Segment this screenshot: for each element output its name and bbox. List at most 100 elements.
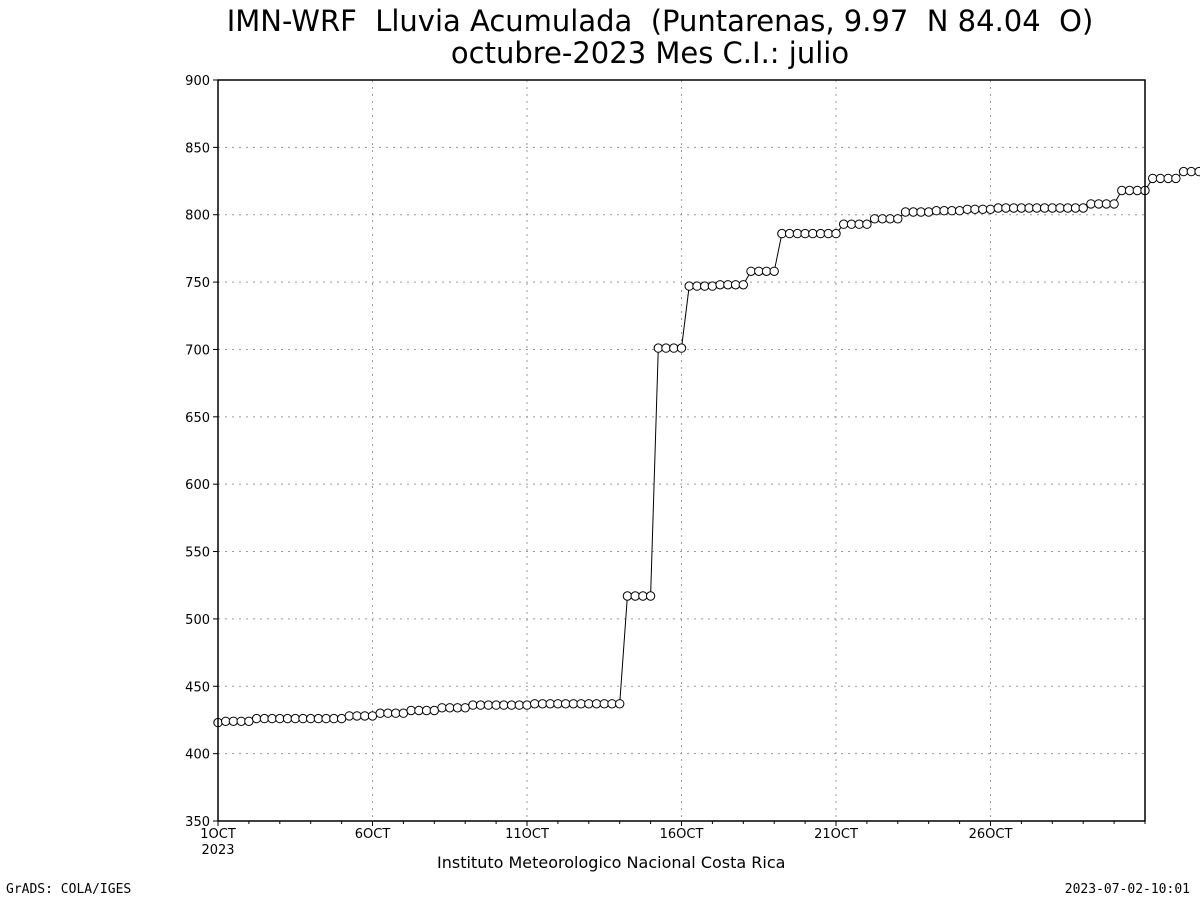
data-point	[298, 713, 308, 724]
data-point	[792, 228, 803, 239]
data-point	[398, 708, 409, 718]
x-tick-label: 21OCT	[814, 827, 858, 842]
y-tick-label: 400	[185, 748, 210, 763]
data-point	[244, 716, 254, 726]
data-point	[723, 280, 733, 290]
data-point	[715, 280, 725, 290]
x-tick-label: 1OCT	[200, 827, 236, 842]
y-tick-label: 450	[185, 680, 210, 695]
data-point	[383, 708, 393, 718]
data-point	[885, 214, 895, 224]
data-point	[707, 281, 718, 291]
x-tick-label: 6OCT	[355, 827, 391, 842]
data-point	[576, 699, 586, 709]
data-point	[236, 716, 246, 726]
y-tick-label: 700	[185, 343, 210, 358]
data-point	[1178, 166, 1189, 177]
data-point	[1016, 203, 1027, 213]
data-point	[445, 703, 455, 713]
x-tick-label: 16OCT	[660, 827, 704, 842]
data-point	[947, 206, 957, 216]
footer-software: GrADS: COLA/IGES	[6, 882, 132, 897]
data-point	[924, 207, 934, 217]
y-tick-label: 350	[185, 815, 210, 830]
data-point	[738, 280, 748, 290]
data-point	[329, 713, 339, 724]
grid-lines	[218, 80, 1145, 821]
chart-subtitle: octubre-2023 Mes C.I.: julio	[450, 36, 850, 70]
chart-title: IMN-WRF Lluvia Acumulada (Puntarenas, 9.…	[226, 4, 1094, 38]
data-point	[615, 699, 625, 709]
data-point	[306, 713, 316, 724]
data-point	[1063, 203, 1073, 213]
data-point	[769, 266, 779, 276]
data-point	[553, 699, 563, 709]
data-point	[638, 591, 648, 601]
data-point	[375, 708, 385, 718]
y-tick-label: 500	[185, 613, 210, 628]
data-point	[599, 699, 609, 709]
data-point	[1101, 199, 1112, 209]
data-point	[993, 203, 1003, 213]
data-point	[1009, 203, 1019, 213]
data-point	[653, 343, 663, 353]
data-point	[367, 711, 378, 721]
data-point	[746, 266, 756, 276]
data-point	[1155, 173, 1166, 184]
data-point	[591, 699, 602, 709]
data-point	[1039, 203, 1050, 213]
data-point	[360, 711, 370, 721]
data-point	[1148, 173, 1158, 184]
data-point	[221, 716, 231, 726]
data-point	[506, 700, 517, 710]
data-point	[275, 713, 285, 724]
data-point	[1186, 166, 1197, 177]
data-point	[622, 591, 633, 601]
data-point	[522, 700, 532, 710]
data-point	[970, 204, 980, 215]
series-accumulated-rain	[213, 166, 1200, 728]
data-point	[321, 713, 331, 724]
data-point	[460, 703, 470, 713]
data-point	[1032, 203, 1042, 213]
data-point	[916, 207, 926, 217]
data-point	[344, 711, 354, 721]
data-point	[1055, 203, 1065, 213]
data-point	[700, 281, 710, 291]
x-tick-label: 11OCT	[505, 827, 549, 842]
data-point	[568, 699, 579, 709]
data-point	[584, 699, 594, 709]
data-point	[514, 700, 524, 710]
y-tick-label: 600	[185, 478, 210, 493]
data-point	[1070, 203, 1081, 213]
data-point	[251, 713, 262, 724]
data-point	[1109, 199, 1119, 209]
x-tick-label: 26OCT	[969, 827, 1013, 842]
data-point	[259, 713, 270, 724]
data-point	[939, 206, 949, 216]
data-point	[962, 204, 972, 215]
data-point	[877, 214, 888, 224]
data-point	[282, 713, 293, 724]
data-point	[730, 280, 741, 290]
data-point	[499, 700, 509, 710]
data-point	[645, 591, 656, 601]
data-point	[336, 713, 347, 724]
footer-timestamp: 2023-07-02-10:01	[1064, 882, 1190, 897]
data-point	[475, 700, 486, 710]
data-point	[421, 705, 432, 716]
data-point	[869, 214, 880, 224]
data-point	[931, 206, 942, 216]
data-point	[1094, 199, 1104, 209]
data-point	[839, 219, 849, 229]
data-point	[893, 214, 903, 224]
data-point	[406, 705, 416, 716]
plot-border	[217, 79, 1146, 822]
data-point	[1047, 203, 1058, 213]
data-point	[560, 699, 571, 709]
data-point	[483, 700, 494, 710]
data-point	[545, 699, 555, 709]
data-point	[607, 699, 617, 709]
y-tick-label: 800	[185, 209, 210, 224]
